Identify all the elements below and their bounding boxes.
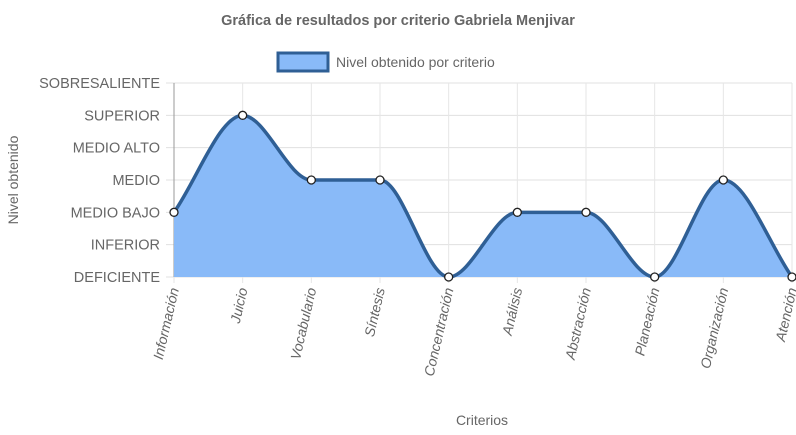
data-point-organización[interactable] <box>718 175 728 185</box>
data-point-vocabulario[interactable] <box>306 175 316 185</box>
x-tick-label: Concentración <box>421 286 457 378</box>
x-tick-label: Síntesis <box>361 286 388 338</box>
data-point-información[interactable] <box>169 207 179 217</box>
x-tick-label: Planeación <box>631 286 662 357</box>
data-point-abstracción[interactable] <box>581 207 591 217</box>
data-point-análisis[interactable] <box>512 207 522 217</box>
y-tick-label: DEFICIENTE <box>74 270 161 286</box>
x-tick-label: Análisis <box>499 286 526 338</box>
y-axis: DEFICIENTE INFERIOR MEDIO BAJO MEDIO MEDIO A… <box>39 76 160 286</box>
y-tick-label: SOBRESALIENTE <box>39 76 160 92</box>
x-tick-label: Juicio <box>227 286 251 326</box>
y-tick-label: MEDIO BAJO <box>71 205 160 221</box>
x-axis-title: Criterios <box>456 412 508 428</box>
x-tick-label: Vocabulario <box>287 286 319 361</box>
data-points <box>169 110 796 282</box>
x-tick-label: Organización <box>697 286 731 370</box>
legend-swatch <box>276 51 330 73</box>
y-tick-label: INFERIOR <box>91 238 160 254</box>
series-area <box>174 115 792 277</box>
x-tick-label: Información <box>150 286 182 361</box>
x-axis: Información Juicio Vocabulario Síntesis Conc… <box>150 286 796 378</box>
data-point-atención[interactable] <box>787 272 796 282</box>
chart-title: Gráfica de resultados por criterio Gabri… <box>221 13 575 29</box>
y-tick-label: MEDIO <box>112 173 160 189</box>
y-tick-label: MEDIO ALTO <box>73 141 160 157</box>
x-tick-label: Atención <box>772 286 796 344</box>
legend-label: Nivel obtenido por criterio <box>336 54 495 70</box>
legend[interactable]: Nivel obtenido por criterio <box>276 51 495 73</box>
data-point-concentración[interactable] <box>444 272 454 282</box>
x-tick-label: Abstracción <box>562 286 594 362</box>
data-point-juicio[interactable] <box>238 110 248 120</box>
data-point-planeación[interactable] <box>650 272 660 282</box>
data-point-síntesis[interactable] <box>375 175 385 185</box>
series-line <box>172 113 794 279</box>
plot-area <box>172 113 794 279</box>
y-tick-label: SUPERIOR <box>84 108 160 124</box>
y-axis-title: Nivel obtenido <box>5 135 21 224</box>
